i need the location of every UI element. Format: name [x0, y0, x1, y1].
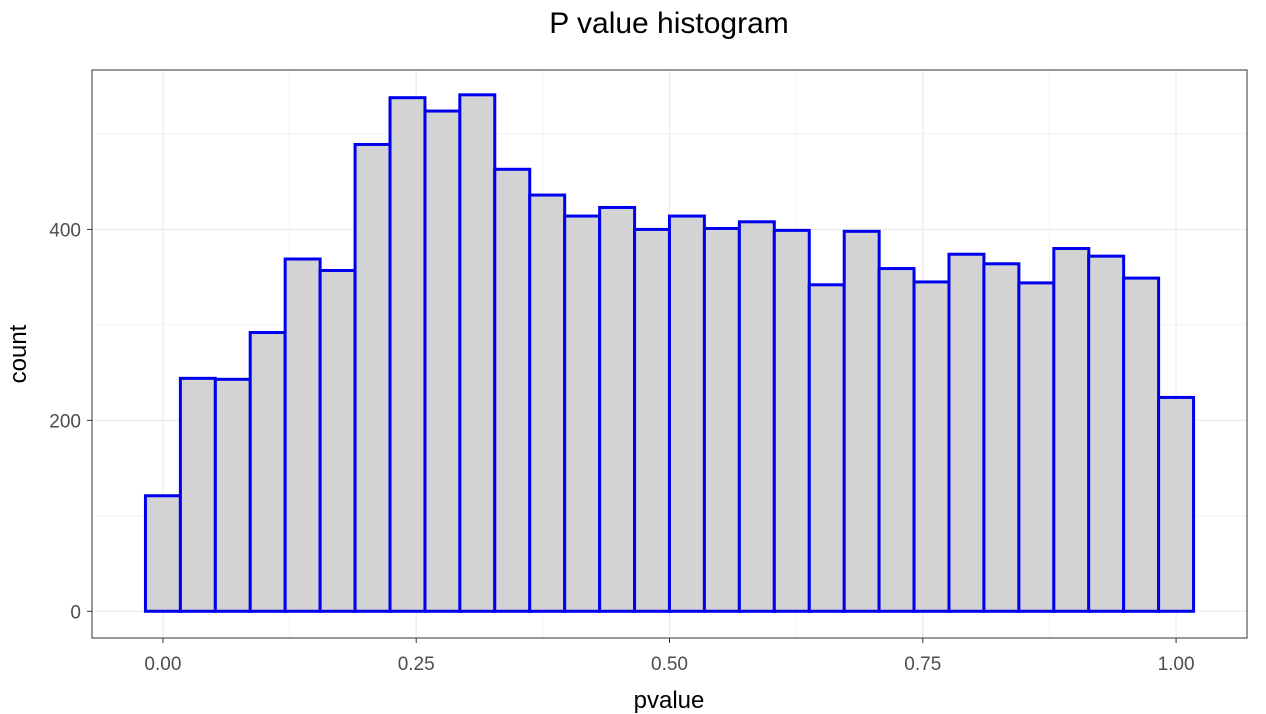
x-axis-title: pvalue — [634, 687, 705, 714]
histogram-bar — [248, 331, 287, 613]
histogram-bar — [143, 494, 182, 613]
y-axis-ticks: 0 200 400 — [49, 220, 92, 623]
histogram-bar — [633, 227, 672, 613]
histogram-bar — [982, 262, 1021, 613]
histogram-bar — [213, 377, 252, 613]
x-tick-label: 0.25 — [398, 654, 435, 675]
histogram-bar — [353, 142, 392, 613]
histogram-bar — [423, 109, 462, 613]
histogram-bar — [1052, 247, 1091, 613]
histogram-bar — [912, 280, 951, 613]
histogram-bar — [528, 193, 567, 613]
x-tick-label: 0.00 — [144, 654, 181, 675]
y-tick-label: 400 — [49, 220, 81, 241]
histogram-bar — [842, 229, 881, 613]
y-tick-label: 200 — [49, 411, 81, 432]
histogram-bar — [772, 228, 811, 613]
x-tick-label: 0.50 — [651, 654, 688, 675]
histogram-bar — [1017, 281, 1056, 613]
histogram-bar — [1087, 254, 1126, 613]
histogram-bar — [458, 93, 497, 613]
y-axis-title: count — [5, 324, 32, 383]
chart-title: P value histogram — [549, 7, 789, 40]
histogram-bar — [493, 167, 532, 613]
histogram-bar — [702, 226, 741, 613]
y-tick-label: 0 — [70, 602, 81, 623]
histogram-bar — [1122, 276, 1161, 613]
histogram-bar — [877, 267, 916, 613]
x-tick-label: 0.75 — [904, 654, 941, 675]
x-tick-label: 1.00 — [1158, 654, 1195, 675]
histogram-bar — [807, 283, 846, 613]
x-axis-ticks: 0.00 0.25 0.50 0.75 1.00 — [144, 638, 1195, 675]
histogram-bar — [667, 214, 706, 613]
histogram-bar — [563, 214, 602, 613]
histogram-bar — [947, 252, 986, 613]
histogram-bars — [143, 93, 1196, 613]
histogram-bar — [388, 96, 427, 613]
histogram-bar — [1157, 395, 1196, 613]
histogram-bar — [598, 205, 637, 613]
histogram-bar — [737, 220, 776, 613]
histogram-bar — [178, 376, 217, 613]
histogram-bar — [283, 257, 322, 613]
histogram-bar — [318, 268, 357, 613]
